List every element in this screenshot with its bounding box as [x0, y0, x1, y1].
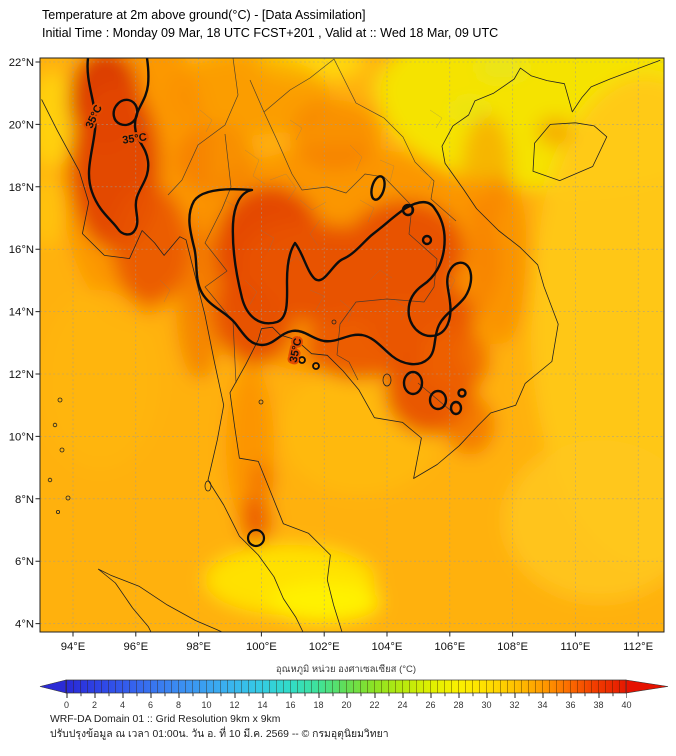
temperature-map: 35°C 35°C 35°C 22°N 20°N 18°N 16°N 14°N …: [9, 57, 665, 650]
map-frame: [39, 57, 665, 633]
lat-label: 18°N: [9, 182, 34, 194]
cb-tick: 10: [201, 700, 211, 710]
title-line2: Initial Time : Monday 09 Mar, 18 UTC FCS…: [42, 25, 499, 40]
axis-ticks: [35, 61, 639, 637]
colorbar-segments: [66, 680, 626, 693]
cb-tick: 34: [537, 700, 547, 710]
colorbar-left-arrow: [39, 679, 67, 694]
latitude-axis: 22°N 20°N 18°N 16°N 14°N 12°N 10°N 8°N 6…: [9, 57, 34, 631]
cb-tick: 2: [92, 700, 97, 710]
cb-tick: 20: [341, 700, 351, 710]
footer-line2: ปรับปรุงข้อมูล ณ เวลา 01:00น. วัน อ. ที่…: [50, 728, 389, 740]
cb-tick: 12: [229, 700, 239, 710]
small-islands: [47, 319, 392, 514]
cb-tick: 36: [565, 700, 575, 710]
title-line1: Temperature at 2m above ground(°C) - [Da…: [42, 8, 366, 22]
colorbar-right-arrow: [625, 679, 669, 694]
cb-tick: 16: [285, 700, 295, 710]
sumatra-coast: [97, 568, 223, 632]
lat-label: 8°N: [15, 494, 34, 506]
hainan-island: [532, 122, 608, 181]
cb-tick: 30: [481, 700, 491, 710]
lon-label: 108°E: [497, 641, 528, 650]
lon-label: 112°E: [623, 641, 654, 650]
longitude-axis: 94°E 96°E 98°E 100°E 102°E 104°E 106°E 1…: [61, 641, 654, 650]
colorbar-title: อุณหภูมิ หน่วย องศาเซลเซียส (°C): [276, 663, 416, 675]
cb-tick: 4: [120, 700, 125, 710]
lon-label: 98°E: [186, 641, 211, 650]
temperature-field: [40, 58, 664, 632]
colorbar-tick-labels: 0 2 4 6 8 10 12 14 16 18 20 22 24 26 28 …: [64, 700, 632, 710]
cb-tick: 8: [176, 700, 181, 710]
lat-label: 4°N: [15, 619, 34, 631]
lat-label: 12°N: [9, 369, 34, 381]
figure-title: Temperature at 2m above ground(°C) - [Da…: [42, 7, 498, 42]
cb-tick: 38: [593, 700, 603, 710]
contour-label: 35°C: [122, 131, 148, 146]
lon-label: 102°E: [309, 641, 340, 650]
cb-tick: 22: [369, 700, 379, 710]
cb-tick: 28: [453, 700, 463, 710]
temperature-contours: [86, 58, 473, 548]
cb-tick: 26: [425, 700, 435, 710]
colorbar-major-ticks: [66, 693, 627, 698]
lon-label: 110°E: [560, 641, 591, 650]
lat-label: 10°N: [9, 431, 34, 443]
lon-label: 96°E: [123, 641, 148, 650]
cb-tick: 0: [64, 700, 69, 710]
cb-tick: 32: [509, 700, 519, 710]
colorbar: อุณหภูมิ หน่วย องศาเซลเซียส (°C) 0 2 4 6…: [39, 663, 669, 710]
lat-label: 6°N: [15, 556, 34, 568]
cb-tick: 24: [397, 700, 407, 710]
coastlines: [41, 59, 661, 632]
lat-label: 20°N: [9, 119, 34, 131]
cb-tick: 14: [257, 700, 267, 710]
lon-label: 106°E: [434, 641, 465, 650]
cb-tick: 40: [621, 700, 631, 710]
figure-footer: WRF-DA Domain 01 :: Grid Resolution 9km …: [50, 713, 389, 742]
lon-label: 94°E: [61, 641, 86, 650]
lon-label: 100°E: [246, 641, 277, 650]
footer-line1: WRF-DA Domain 01 :: Grid Resolution 9km …: [50, 714, 281, 725]
lat-label: 22°N: [9, 57, 34, 69]
lon-label: 104°E: [372, 641, 403, 650]
lat-label: 14°N: [9, 307, 34, 319]
cb-tick: 18: [313, 700, 323, 710]
lat-label: 16°N: [9, 244, 34, 256]
cb-tick: 6: [148, 700, 153, 710]
